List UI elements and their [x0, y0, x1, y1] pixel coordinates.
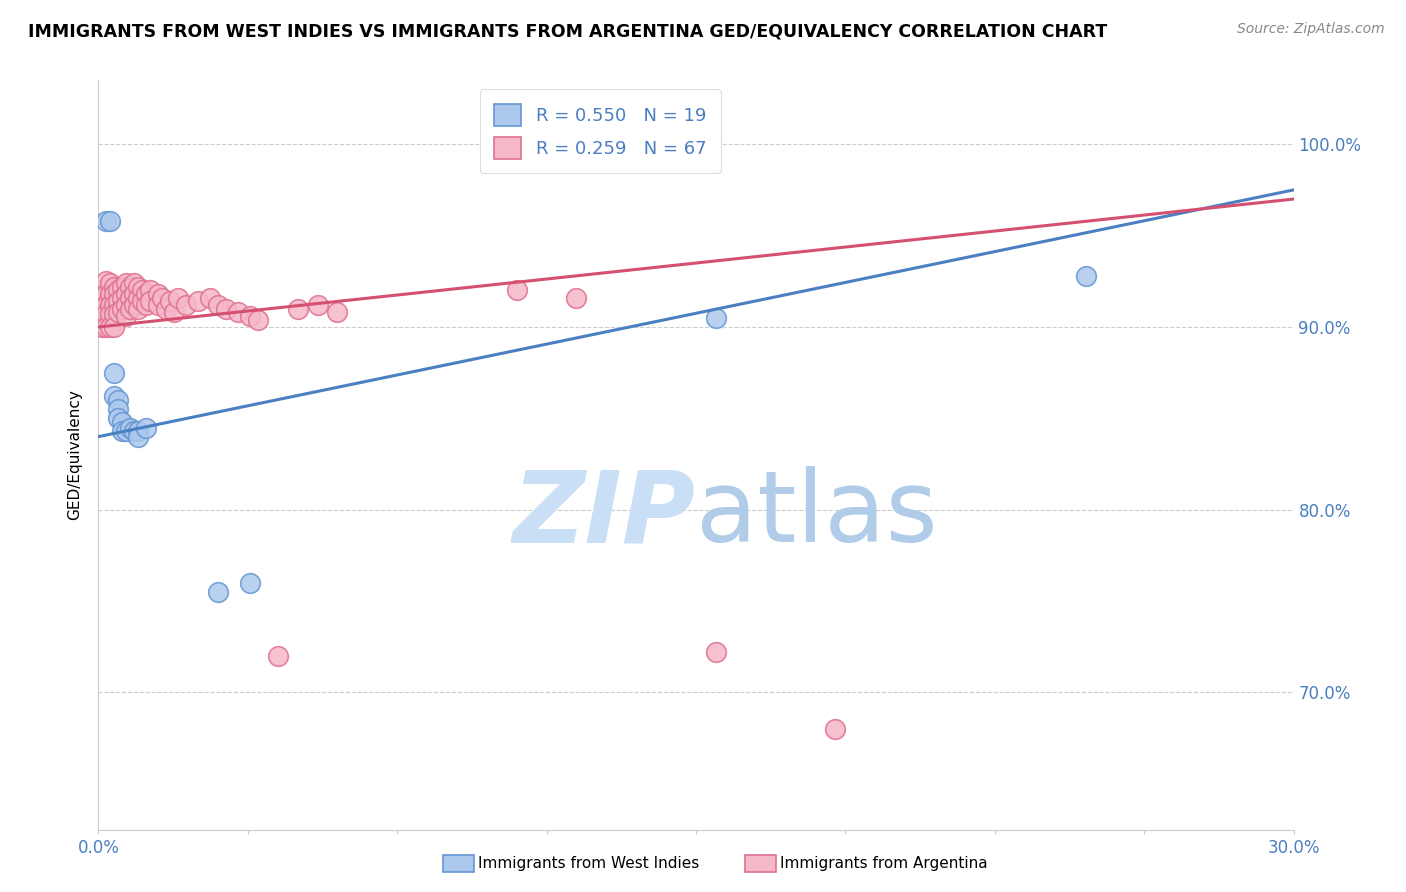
Point [96, 298, 118, 312]
Point [111, 301, 134, 316]
Point [98, 276, 122, 290]
Point [107, 284, 129, 298]
Point [91, 298, 114, 312]
Point [246, 312, 269, 326]
Point [163, 305, 186, 319]
Text: Immigrants from West Indies: Immigrants from West Indies [478, 856, 699, 871]
Text: atlas: atlas [696, 467, 938, 564]
Point [1076, 268, 1098, 283]
Point [107, 294, 129, 309]
Point [120, 280, 142, 294]
Point [103, 298, 125, 312]
Point [96, 320, 118, 334]
Point [148, 298, 170, 312]
Point [111, 424, 134, 438]
Point [124, 424, 146, 438]
Point [131, 284, 153, 298]
Text: Immigrants from Argentina: Immigrants from Argentina [780, 856, 988, 871]
Point [287, 301, 309, 316]
Point [155, 301, 177, 316]
Point [98, 298, 122, 312]
Point [96, 274, 118, 288]
Point [150, 291, 173, 305]
Point [96, 214, 118, 228]
Point [111, 280, 134, 294]
Point [207, 298, 229, 312]
Point [111, 415, 134, 429]
Point [704, 645, 727, 659]
Point [207, 585, 229, 599]
Point [103, 320, 125, 334]
Point [120, 301, 142, 316]
Point [127, 280, 149, 294]
Point [120, 291, 142, 305]
Point [127, 430, 149, 444]
Point [115, 287, 138, 301]
Point [91, 284, 114, 298]
Legend: R = 0.550   N = 19, R = 0.259   N = 67: R = 0.550 N = 19, R = 0.259 N = 67 [479, 89, 721, 173]
Point [103, 307, 125, 321]
Point [187, 294, 209, 309]
Point [107, 402, 129, 417]
Text: ZIP: ZIP [513, 467, 696, 564]
Point [824, 722, 846, 736]
Point [135, 420, 157, 434]
Point [124, 298, 146, 312]
Point [98, 320, 122, 334]
Point [115, 298, 138, 312]
Point [103, 389, 125, 403]
Point [124, 276, 146, 290]
Point [148, 287, 170, 301]
Point [159, 294, 181, 309]
Point [96, 307, 118, 321]
Point [135, 287, 157, 301]
Point [98, 307, 122, 321]
Point [115, 309, 138, 323]
Point [239, 309, 262, 323]
Point [127, 301, 149, 316]
Point [115, 276, 138, 290]
Point [103, 280, 125, 294]
Point [98, 214, 122, 228]
Point [103, 287, 125, 301]
Point [115, 424, 138, 438]
Text: Source: ZipAtlas.com: Source: ZipAtlas.com [1237, 22, 1385, 37]
Point [174, 298, 197, 312]
Point [107, 305, 129, 319]
Point [506, 284, 529, 298]
Point [91, 307, 114, 321]
Point [139, 294, 162, 309]
Y-axis label: GED/Equivalency: GED/Equivalency [67, 390, 83, 520]
Point [107, 393, 129, 408]
Point [91, 320, 114, 334]
Point [167, 291, 190, 305]
Point [111, 291, 134, 305]
Point [704, 310, 727, 325]
Point [267, 648, 290, 663]
Point [131, 294, 153, 309]
Point [96, 287, 118, 301]
Point [326, 305, 349, 319]
Point [226, 305, 249, 319]
Point [103, 366, 125, 380]
Point [215, 301, 238, 316]
Point [239, 575, 262, 590]
Point [127, 291, 149, 305]
Point [124, 287, 146, 301]
Point [135, 298, 157, 312]
Point [127, 424, 149, 438]
Text: IMMIGRANTS FROM WEST INDIES VS IMMIGRANTS FROM ARGENTINA GED/EQUIVALENCY CORRELA: IMMIGRANTS FROM WEST INDIES VS IMMIGRANT… [28, 22, 1108, 40]
Point [307, 298, 329, 312]
Point [198, 291, 221, 305]
Point [565, 291, 588, 305]
Point [139, 284, 162, 298]
Point [98, 287, 122, 301]
Point [120, 420, 142, 434]
Point [107, 411, 129, 425]
